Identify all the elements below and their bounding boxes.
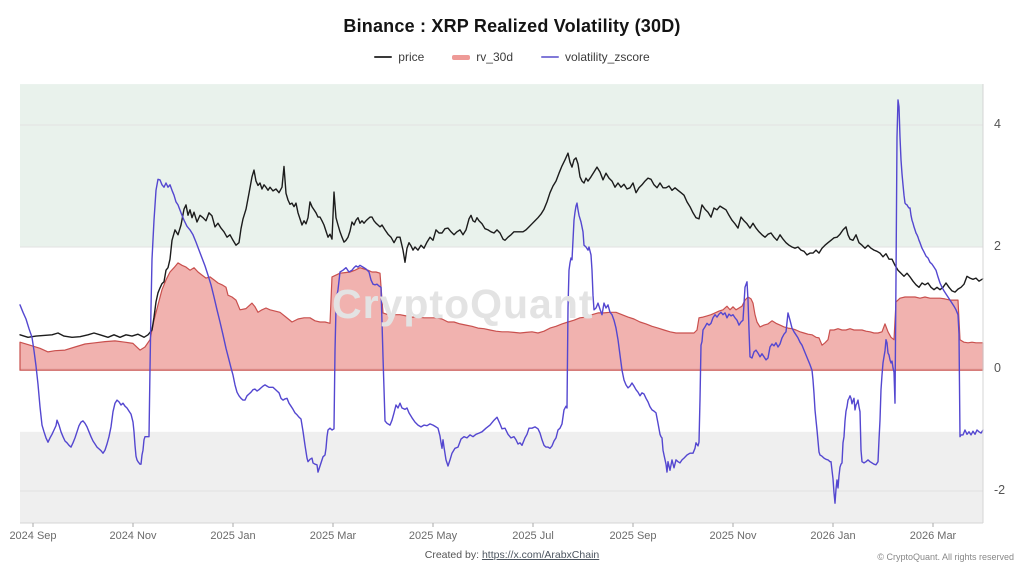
legend-item-rv-30d[interactable]: rv_30d (452, 50, 513, 64)
copyright-notice: © CryptoQuant. All rights reserved (877, 552, 1014, 562)
y-axis-tick-label: 0 (994, 361, 1001, 375)
x-axis-tick-label: 2025 Jul (512, 530, 554, 542)
low-volatility-zone (20, 431, 983, 523)
x-axis-tick-label: 2025 Jan (210, 530, 256, 542)
legend-item-volatility-zscore[interactable]: volatility_zscore (541, 50, 650, 64)
x-axis-tick-label: 2024 Nov (109, 530, 157, 542)
x-axis-tick-label: 2026 Jan (810, 530, 856, 542)
y-axis-tick-label: 2 (994, 239, 1001, 253)
x-axis-tick-label: 2025 Sep (609, 530, 657, 542)
chart-legend: price rv_30d volatility_zscore (0, 50, 1024, 64)
y-axis-tick-label: 4 (994, 117, 1001, 131)
x-axis-tick-label: 2025 Mar (309, 530, 357, 542)
x-axis-tick-label: 2025 Nov (709, 530, 757, 542)
creator-link[interactable]: https://x.com/ArabxChain (481, 549, 600, 561)
price-line-swatch-icon (374, 56, 393, 58)
cryptoquant-watermark: CryptoQuant (332, 281, 594, 327)
x-axis-tick-label: 2025 May (408, 530, 458, 542)
x-axis-tick-label: 2026 Mar (909, 530, 957, 542)
volatility-zscore-line-swatch-icon (541, 56, 559, 58)
created-by-prefix: Created by: (424, 549, 480, 561)
legend-label-rv-30d: rv_30d (476, 50, 513, 64)
x-axis-tick-label: 2024 Sep (9, 530, 57, 542)
created-by-credit: Created by: https://x.com/ArabxChain (0, 549, 1024, 561)
rv-30d-area-swatch-icon (452, 54, 471, 60)
chart-title: Binance : XRP Realized Volatility (30D) (343, 16, 681, 36)
legend-label-volatility-zscore: volatility_zscore (565, 50, 650, 64)
series-volatility_zscore (19, 99, 984, 504)
high-volatility-zone (20, 84, 983, 247)
legend-item-price[interactable]: price (374, 50, 424, 64)
legend-label-price: price (398, 50, 425, 64)
series-price (19, 152, 984, 338)
y-axis-tick-label: -2 (994, 483, 1006, 497)
